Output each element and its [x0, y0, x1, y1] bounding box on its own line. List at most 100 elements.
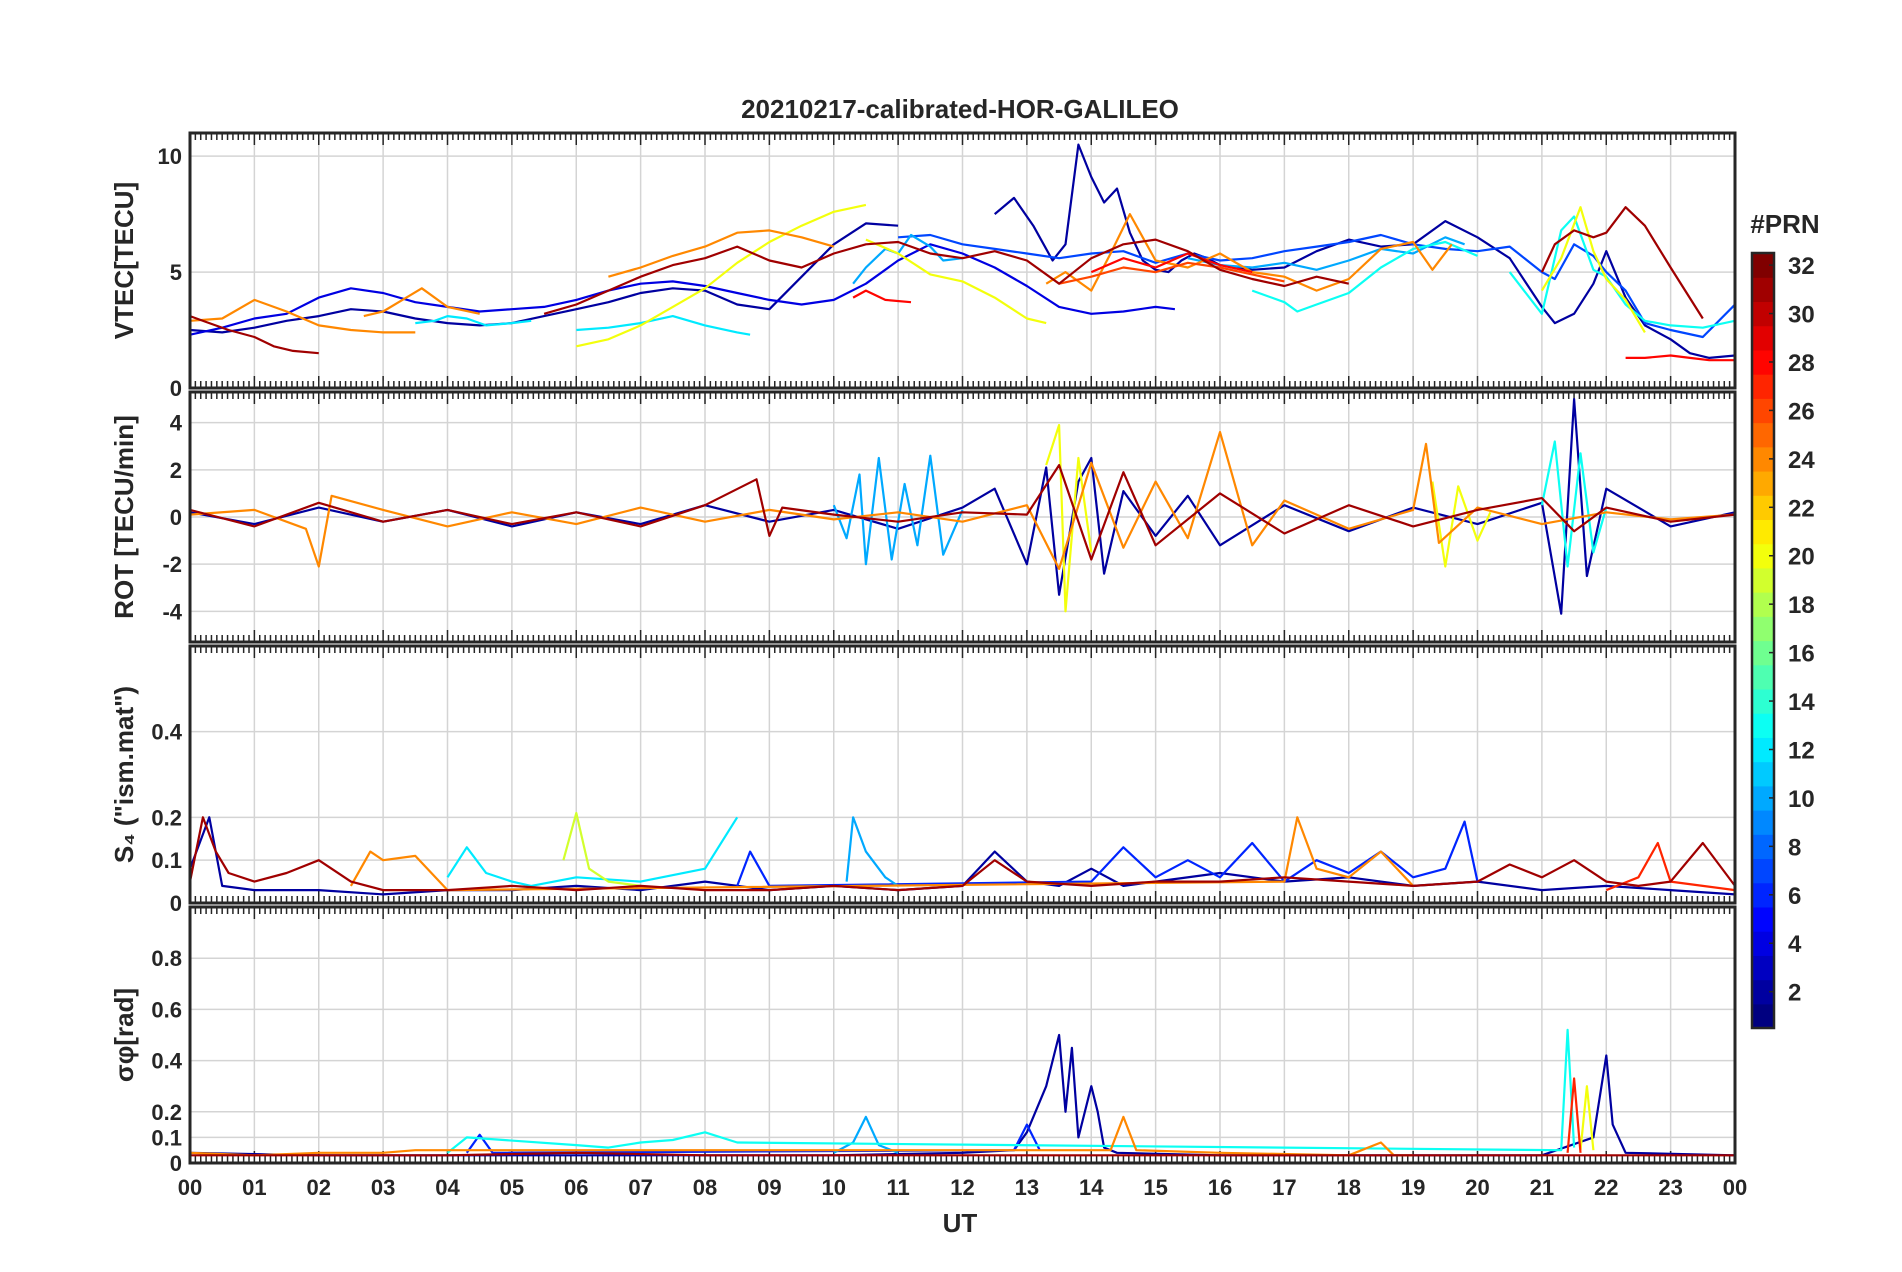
x-tick-label: 00 — [178, 1175, 202, 1200]
y-tick-label: 0.4 — [151, 1049, 182, 1074]
series-line-prn-31 — [543, 238, 1350, 315]
series-line-prn-6 — [736, 820, 1479, 887]
colorbar-swatch — [1752, 495, 1774, 521]
x-tick-label: 17 — [1272, 1175, 1296, 1200]
colorbar-swatch — [1752, 325, 1774, 351]
y-tick-label: 0.1 — [151, 848, 182, 873]
y-axis-label: VTEC[TECU] — [109, 182, 139, 339]
chart-title: 20210217-calibrated-HOR-GALILEO — [741, 94, 1179, 124]
x-tick-label: 00 — [1723, 1175, 1747, 1200]
series-line-prn-10 — [845, 816, 899, 887]
colorbar-tick-label: 8 — [1788, 834, 1801, 861]
colorbar-swatch — [1752, 519, 1774, 545]
series-line-prn-2 — [190, 222, 899, 334]
series-line-prn-7 — [898, 233, 1735, 339]
x-tick-label: 23 — [1658, 1175, 1682, 1200]
panel-3: 0 0.1 0.2 0.4 S₄ ("ism.mat") — [109, 644, 1737, 916]
colorbar-frame — [1750, 251, 1776, 1030]
series-line-prn-12 — [415, 315, 532, 327]
colorbar-swatch — [1752, 882, 1774, 908]
colorbar-tick-label: 6 — [1788, 883, 1801, 910]
colorbar-swatch — [1752, 446, 1774, 472]
panel-frame — [188, 390, 1737, 644]
series-line-prn-31 — [190, 315, 319, 355]
x-tick-label: 18 — [1337, 1175, 1361, 1200]
y-tick-label: 0.8 — [151, 946, 182, 971]
panel-frame — [188, 905, 1737, 1165]
series-line-prn-26 — [1058, 261, 1285, 285]
y-tick-label: 2 — [170, 458, 182, 483]
y-axis-label: σφ[rad] — [109, 988, 139, 1082]
colorbar-swatch — [1752, 810, 1774, 835]
x-tick-label: 01 — [242, 1175, 266, 1200]
series-line-prn-20 — [1540, 206, 1646, 333]
x-tick-label: 12 — [950, 1175, 974, 1200]
x-tick-label: 02 — [307, 1175, 331, 1200]
series-line-prn-31 — [190, 1151, 1735, 1157]
colorbar-swatch — [1752, 906, 1774, 932]
x-tick-label: 14 — [1079, 1175, 1104, 1200]
colorbar-tick-label: 16 — [1788, 641, 1815, 668]
series-line-prn-19 — [562, 811, 641, 887]
colorbar-swatch — [1752, 374, 1774, 399]
y-tick-label: 0.2 — [151, 805, 182, 830]
series-line-prn-4 — [190, 243, 1176, 336]
y-tick-label: 4 — [170, 411, 183, 436]
series-line-prn-2 — [993, 143, 1735, 359]
y-tick-label: 0 — [170, 891, 182, 916]
colorbar-swatch — [1752, 737, 1774, 763]
series-line-prn-13 — [1540, 440, 1608, 568]
series-line-prn-24 — [608, 229, 835, 278]
series-line-prn-31 — [1540, 206, 1704, 320]
series-group — [190, 1028, 1735, 1157]
series-line-prn-10 — [832, 454, 964, 566]
y-tick-label: 0 — [170, 1151, 182, 1176]
y-tick-label: -4 — [162, 599, 182, 624]
y-tick-label: 10 — [158, 144, 182, 169]
colorbar-swatch — [1752, 616, 1774, 642]
colorbar-tick-label: 14 — [1788, 689, 1815, 716]
colorbar-swatch — [1752, 398, 1774, 424]
panel-frame — [188, 644, 1737, 905]
x-tick-label: 13 — [1015, 1175, 1039, 1200]
colorbar-tick-label: 12 — [1788, 737, 1815, 764]
colorbar-swatch — [1752, 858, 1774, 884]
y-tick-label: -2 — [162, 552, 182, 577]
series-line-prn-28 — [1625, 354, 1735, 362]
colorbar-swatch — [1752, 349, 1774, 375]
x-tick-label: 06 — [564, 1175, 588, 1200]
series-line-prn-24 — [190, 298, 416, 334]
series-line-prn-31 — [190, 816, 1735, 892]
series-line-prn-24 — [190, 1115, 1414, 1157]
y-tick-label: 0 — [170, 505, 182, 530]
colorbar-swatch — [1752, 979, 1774, 1005]
x-tick-label: 20 — [1465, 1175, 1489, 1200]
x-tick-label: 04 — [435, 1175, 460, 1200]
series-line-prn-24 — [1045, 213, 1453, 292]
series-group — [190, 143, 1735, 362]
colorbar-tick-label: 24 — [1788, 447, 1815, 474]
series-line-prn-13 — [1251, 240, 1478, 313]
panel-2: -4 -2 0 2 4 ROT [TECU/min] — [109, 390, 1737, 644]
colorbar-tick-label: 22 — [1788, 495, 1815, 522]
series-line-prn-31 — [190, 464, 1735, 561]
series-line-prn-10 — [833, 1115, 899, 1154]
series-line-prn-20 — [1431, 481, 1492, 568]
colorbar-swatch — [1752, 422, 1774, 448]
colorbar-swatch — [1752, 301, 1774, 327]
series-line-prn-10 — [1187, 236, 1465, 271]
colorbar-label: #PRN — [1750, 209, 1819, 239]
series-line-prn-20 — [576, 203, 867, 348]
y-axis-label: S₄ ("ism.mat") — [109, 686, 139, 863]
colorbar-swatch — [1752, 253, 1774, 278]
colorbar-swatch — [1752, 955, 1774, 981]
x-axis-label: UT — [943, 1208, 978, 1238]
colorbar-tick-label: 2 — [1788, 980, 1801, 1007]
series-line-prn-12 — [446, 816, 739, 887]
y-tick-label: 0 — [170, 376, 182, 401]
panel-1: 0 5 10 VTEC[TECU] — [109, 131, 1737, 401]
x-tick-label: 10 — [822, 1175, 846, 1200]
y-tick-label: 0.2 — [151, 1100, 182, 1125]
